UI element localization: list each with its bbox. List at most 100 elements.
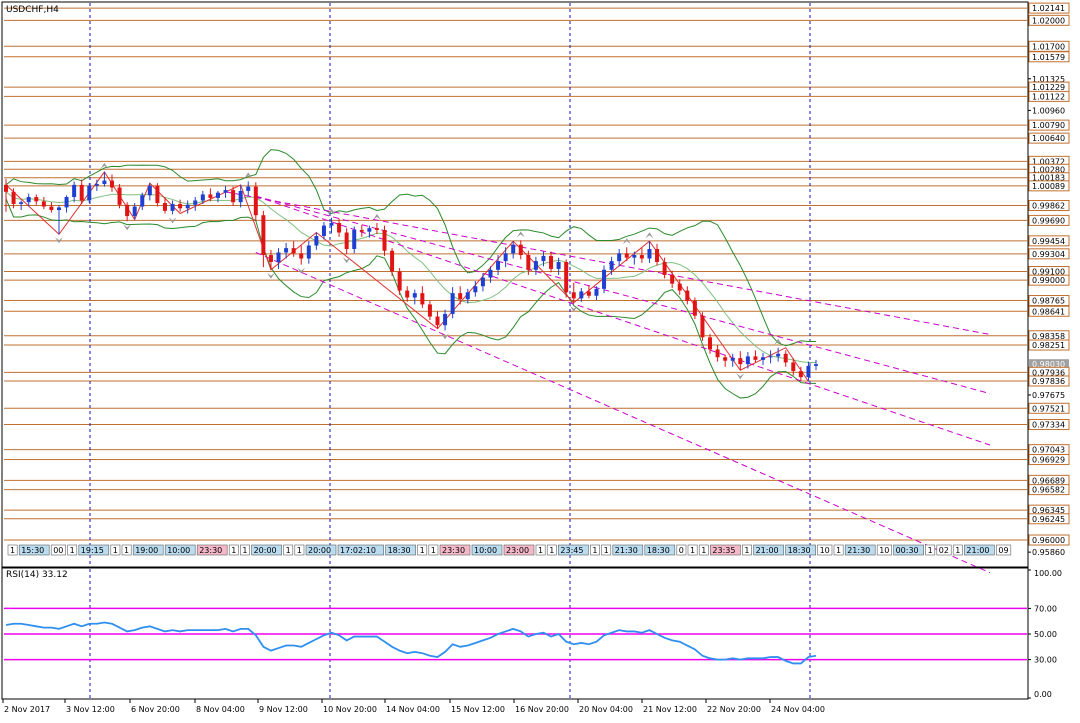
time-tag xyxy=(612,544,644,556)
x-axis-label-3: 8 Nov 04:00 xyxy=(196,705,245,714)
candle-body xyxy=(19,202,24,204)
time-tag xyxy=(7,544,18,556)
candle-body xyxy=(79,184,84,201)
fractal-down xyxy=(342,257,351,264)
candle-body xyxy=(102,180,107,185)
time-tag-label: 1 xyxy=(431,546,436,555)
price-label-10: 1.00372 xyxy=(1032,157,1065,166)
candle-body xyxy=(586,291,591,296)
price-label-32: 0.96689 xyxy=(1032,476,1065,485)
candle-body xyxy=(314,235,319,246)
time-tag xyxy=(439,544,471,556)
x-axis-label-11: 22 Nov 20:00 xyxy=(707,705,761,714)
price-label-1: 1.02000 xyxy=(1032,16,1065,25)
time-tag xyxy=(18,544,50,556)
price-tag-8 xyxy=(1028,119,1070,131)
time-tag xyxy=(817,544,833,556)
candle-body xyxy=(193,200,198,205)
time-tag xyxy=(337,544,384,556)
time-tag xyxy=(546,544,557,556)
candle-body xyxy=(374,228,379,230)
candle-body xyxy=(140,195,145,207)
candle-body xyxy=(41,201,46,207)
candle-body xyxy=(526,255,531,270)
candle-body xyxy=(155,185,160,204)
rsi-axis-label-1: 70.00 xyxy=(1034,604,1057,613)
time-tag-label: 02 xyxy=(939,546,949,555)
time-tag-label: 1 xyxy=(604,546,609,555)
fractal-up xyxy=(244,172,253,179)
price-label-19: 0.99000 xyxy=(1032,276,1065,285)
candle-body xyxy=(473,286,478,293)
candle-body xyxy=(64,197,69,208)
upper-band xyxy=(5,149,816,347)
candle-body xyxy=(405,290,410,298)
time-tag-label: 10:00 xyxy=(474,546,497,555)
candle-body xyxy=(132,206,137,217)
price-tag-20 xyxy=(1028,295,1070,307)
candle-body xyxy=(291,248,296,254)
price-tag-15 xyxy=(1028,214,1070,226)
candle-body xyxy=(87,185,92,201)
price-tag-33 xyxy=(1028,484,1070,496)
candle-body xyxy=(117,187,122,205)
price-label-0: 1.02141 xyxy=(1032,4,1065,13)
candle-body xyxy=(458,293,463,300)
price-label-23: 0.98251 xyxy=(1032,341,1065,350)
candle-body xyxy=(443,313,448,326)
candle-body xyxy=(178,203,183,209)
candle-body xyxy=(420,293,425,305)
time-tag xyxy=(833,544,844,556)
time-tag-label: 1 xyxy=(70,546,75,555)
time-tag xyxy=(164,544,196,556)
candle-body xyxy=(761,357,766,360)
time-tag-label: 1 xyxy=(124,546,129,555)
horizontal-levels xyxy=(4,7,1027,541)
candle-body xyxy=(639,255,644,259)
price-label-37: 0.95860 xyxy=(1032,548,1065,557)
candle-body xyxy=(352,229,357,249)
candle-body xyxy=(382,229,387,251)
price-tag-28 xyxy=(1028,402,1070,414)
candle-body xyxy=(397,271,402,291)
candle-body xyxy=(34,197,39,202)
fractal-up xyxy=(774,338,783,345)
time-tag-label: 00 xyxy=(53,546,63,555)
candle-body xyxy=(276,252,281,262)
time-tag xyxy=(78,544,110,556)
x-axis-label-0: 2 Nov 2017 xyxy=(4,705,50,714)
time-tag xyxy=(471,544,503,556)
price-label-14: 0.99862 xyxy=(1032,202,1065,211)
candle-body xyxy=(692,300,697,316)
candle-body xyxy=(730,358,735,361)
candle-body xyxy=(609,261,614,270)
price-tag-36 xyxy=(1028,534,1070,546)
price-tag-17 xyxy=(1028,248,1070,260)
time-tag-label: 21:30 xyxy=(615,546,638,555)
candle-body xyxy=(776,353,781,357)
time-tag-label: 23:45 xyxy=(560,546,583,555)
time-tag xyxy=(676,544,687,556)
fractal-up xyxy=(516,231,525,238)
fractal-up xyxy=(645,232,654,239)
candle-body xyxy=(390,250,395,272)
time-tag xyxy=(710,544,741,556)
time-tag-label: 18:30 xyxy=(647,546,670,555)
time-tag-label: 23:35 xyxy=(712,546,735,555)
price-tag-14 xyxy=(1028,200,1070,212)
candle-body xyxy=(49,206,54,211)
price-tag-9 xyxy=(1028,132,1070,144)
candle-body xyxy=(647,248,652,259)
candle-body xyxy=(783,353,788,363)
time-tag-label: 19:00 xyxy=(135,546,158,555)
x-axis-label-12: 24 Nov 04:00 xyxy=(771,705,825,714)
price-tag-13 xyxy=(1028,180,1070,192)
candle-body xyxy=(261,215,266,256)
price-tag-29 xyxy=(1028,418,1070,430)
time-tag xyxy=(844,544,876,556)
fractal-up xyxy=(100,162,109,169)
time-tag xyxy=(228,544,239,556)
candle-body xyxy=(518,244,523,256)
price-label-34: 0.96345 xyxy=(1032,506,1065,515)
